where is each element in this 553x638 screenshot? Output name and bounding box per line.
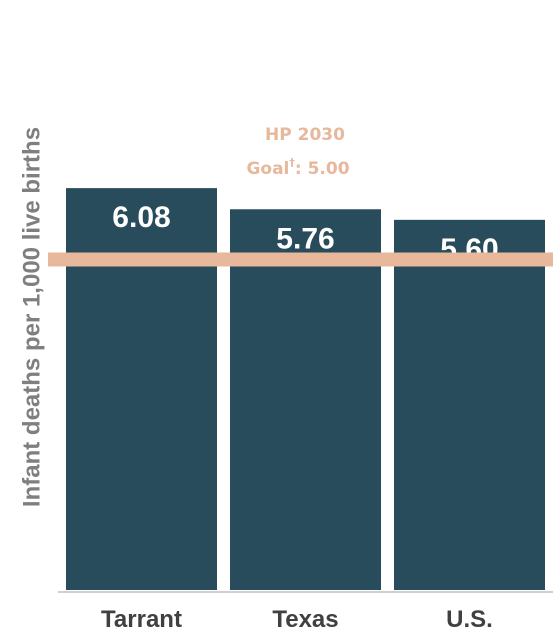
category-label-texas: Texas (272, 606, 338, 633)
value-label-tarrant: 6.08 (112, 201, 170, 234)
bar-texas (230, 209, 381, 590)
bar-tarrant (66, 188, 217, 590)
goal-label-dagger: † (289, 156, 295, 169)
bar-u-s (394, 219, 545, 590)
goal-label-line2: Goal†: 5.00 (246, 156, 349, 179)
value-label-texas: 5.76 (276, 222, 334, 255)
category-label-tarrant: Tarrant (101, 606, 182, 633)
y-axis-label: Infant deaths per 1,000 live births (18, 127, 45, 507)
category-label-u-s: U.S. (446, 606, 493, 633)
goal-label-suffix: : 5.00 (295, 159, 350, 179)
goal-label-prefix: Goal (246, 159, 289, 179)
goal-label-line1: HP 2030 (265, 125, 345, 145)
